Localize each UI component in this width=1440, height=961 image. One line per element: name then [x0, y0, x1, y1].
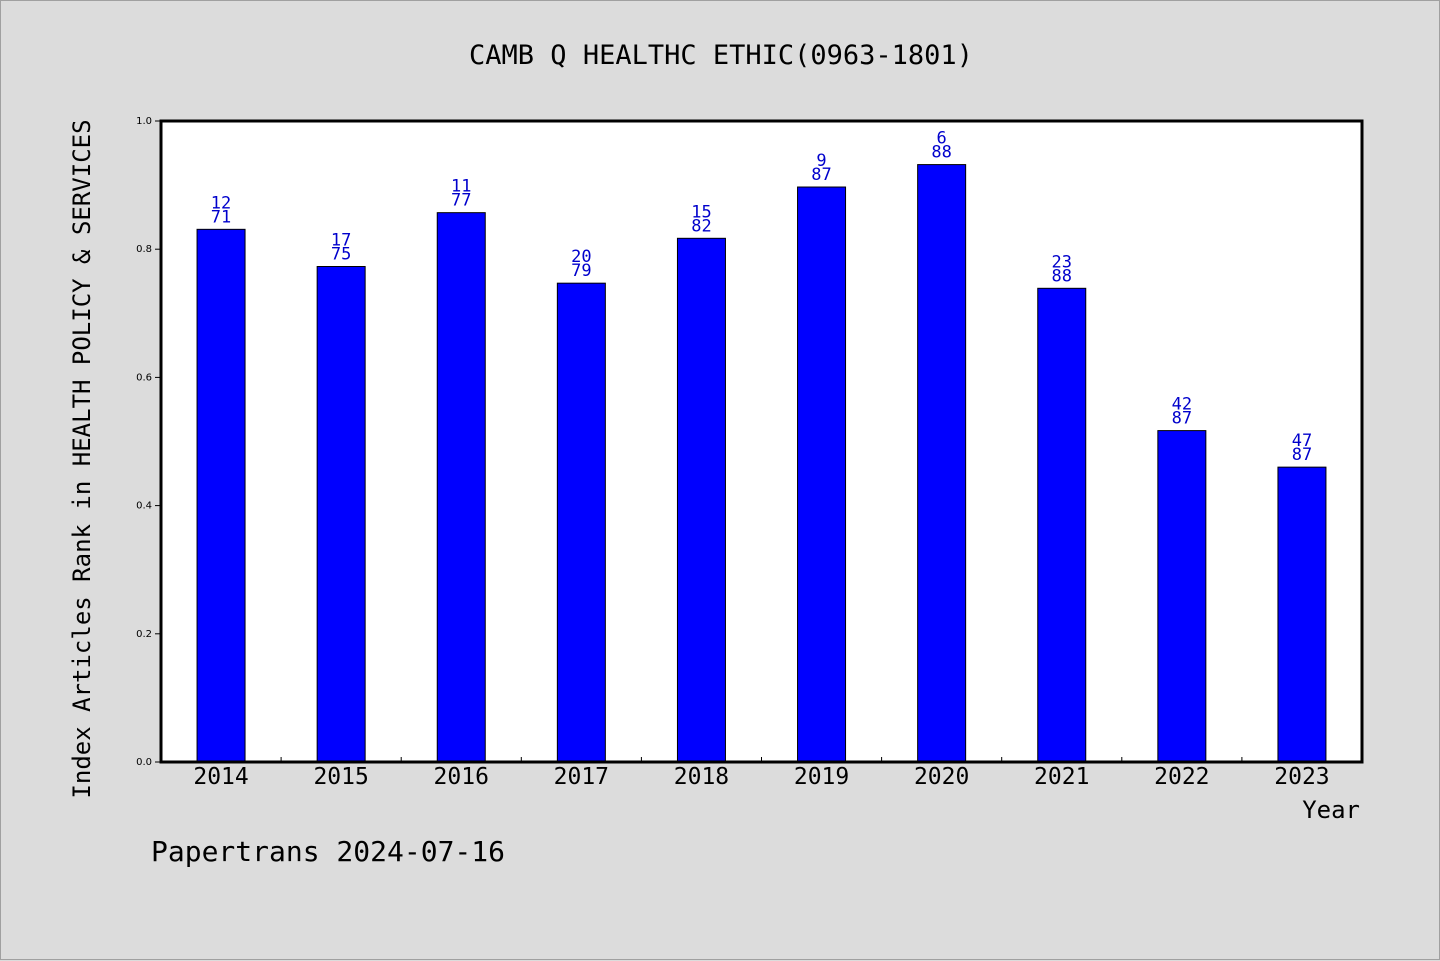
x-tick-label-2014: 2014: [193, 764, 248, 790]
bar-total-label-2019: 87: [811, 165, 831, 185]
plot-border: [159, 119, 1364, 764]
bar-2019: [797, 186, 847, 763]
bar-total-label-2014: 71: [211, 207, 231, 227]
bar-total-label-2020: 88: [931, 143, 951, 163]
bar-total-label-2021: 88: [1052, 266, 1072, 286]
x-tick-label-2022: 2022: [1154, 764, 1209, 790]
bar-total-label-2018: 82: [691, 216, 711, 236]
x-tick-label-2017: 2017: [554, 764, 609, 790]
bar-rank-label-2014: 12: [211, 193, 231, 213]
y-axis-label: Index Articles Rank in HEALTH POLICY & S…: [68, 119, 96, 798]
x-tick-label-2015: 2015: [313, 764, 368, 790]
bar-total-label-2017: 79: [571, 261, 591, 281]
y-tick-label: 0.2: [136, 629, 152, 640]
bar-2023: [1277, 466, 1327, 763]
x-axis: 2014 2015 2016 2017 2018 2019 2020 2021 2022 2023: [193, 757, 1330, 790]
y-tick-label: 0.8: [136, 244, 152, 255]
bar-2016: [436, 212, 486, 763]
bar-rank-label-2016: 11: [451, 177, 471, 197]
bar-rank-label-2021: 23: [1052, 252, 1072, 272]
bar-rank-label-2018: 15: [691, 202, 711, 222]
bar-2017: [556, 282, 606, 763]
x-tick-label-2018: 2018: [674, 764, 729, 790]
chart-title: CAMB Q HEALTHC ETHIC(0963-1801): [469, 40, 973, 71]
x-tick-label-2021: 2021: [1034, 764, 1089, 790]
footer-text: Papertrans 2024-07-16: [151, 835, 506, 868]
bar-2021: [1037, 287, 1087, 763]
bar-rank-label-2022: 42: [1172, 395, 1192, 415]
bars-group: [196, 164, 1327, 763]
x-tick-label-2016: 2016: [434, 764, 489, 790]
bar-rank-label-2017: 20: [571, 247, 591, 267]
y-tick-label: 0.0: [136, 757, 152, 768]
bar-total-label-2016: 77: [451, 191, 471, 211]
bar-total-label-2023: 87: [1292, 445, 1312, 465]
bar-rank-label-2015: 17: [331, 231, 351, 251]
bar-2014: [196, 228, 246, 763]
bar-2018: [676, 237, 726, 763]
y-tick-label: 1.0: [136, 116, 152, 127]
bar-2020: [917, 164, 967, 763]
x-tick-label-2019: 2019: [794, 764, 849, 790]
y-tick-label: 0.6: [136, 372, 152, 383]
y-tick-label: 0.4: [136, 501, 152, 512]
x-tick-label-2020: 2020: [914, 764, 969, 790]
bar-rank-label-2019: 9: [816, 151, 826, 171]
y-axis: 0.0 0.2 0.4 0.6 0.8 1.0: [136, 116, 161, 768]
bar-rank-label-2023: 47: [1292, 431, 1312, 451]
bar-total-label-2022: 87: [1172, 409, 1192, 429]
x-axis-label: Year: [1302, 796, 1360, 824]
bar-2022: [1157, 430, 1207, 763]
bar-2015: [316, 266, 366, 763]
bar-total-label-2015: 75: [331, 245, 351, 265]
x-tick-label-2023: 2023: [1274, 764, 1329, 790]
bar-rank-label-2020: 6: [937, 129, 947, 149]
